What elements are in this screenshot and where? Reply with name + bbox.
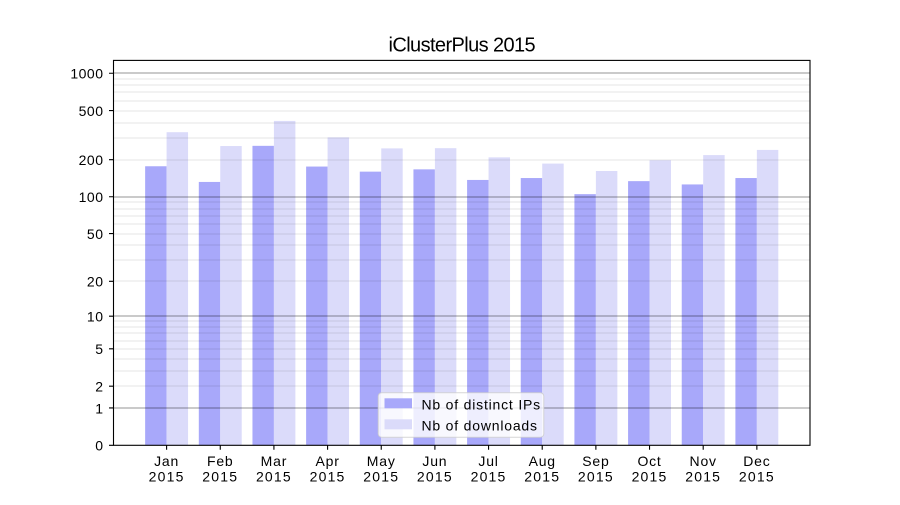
svg-text:iClusterPlus 2015: iClusterPlus 2015 xyxy=(389,35,536,57)
svg-text:10: 10 xyxy=(87,309,104,325)
svg-text:Nov: Nov xyxy=(690,453,717,469)
svg-text:2015: 2015 xyxy=(685,469,721,485)
svg-text:20: 20 xyxy=(87,274,104,290)
svg-text:Nb of distinct IPs: Nb of distinct IPs xyxy=(422,397,541,413)
svg-text:2015: 2015 xyxy=(417,469,453,485)
svg-text:Dec: Dec xyxy=(743,453,770,469)
svg-text:2015: 2015 xyxy=(739,469,775,485)
svg-text:2015: 2015 xyxy=(310,469,346,485)
svg-text:500: 500 xyxy=(79,103,104,119)
svg-text:2015: 2015 xyxy=(524,469,560,485)
svg-text:2015: 2015 xyxy=(149,469,185,485)
svg-text:Jun: Jun xyxy=(422,453,447,469)
svg-text:2: 2 xyxy=(95,379,103,395)
svg-text:2015: 2015 xyxy=(256,469,292,485)
svg-text:2015: 2015 xyxy=(632,469,668,485)
svg-text:Jan: Jan xyxy=(154,453,179,469)
svg-text:2015: 2015 xyxy=(363,469,399,485)
svg-text:Oct: Oct xyxy=(637,453,661,469)
svg-text:100: 100 xyxy=(79,189,104,205)
svg-text:May: May xyxy=(367,453,396,469)
svg-text:Jul: Jul xyxy=(478,453,498,469)
svg-text:Nb of downloads: Nb of downloads xyxy=(422,418,538,434)
svg-text:1000: 1000 xyxy=(70,66,103,82)
svg-text:0: 0 xyxy=(95,438,103,454)
svg-text:2015: 2015 xyxy=(471,469,507,485)
svg-text:1: 1 xyxy=(95,400,103,416)
svg-text:2015: 2015 xyxy=(202,469,238,485)
svg-text:5: 5 xyxy=(95,341,103,357)
svg-text:Feb: Feb xyxy=(207,453,234,469)
svg-text:Apr: Apr xyxy=(315,453,339,469)
svg-text:Aug: Aug xyxy=(529,453,556,469)
svg-text:2015: 2015 xyxy=(578,469,614,485)
svg-text:Mar: Mar xyxy=(261,453,288,469)
svg-text:Sep: Sep xyxy=(582,453,609,469)
svg-text:50: 50 xyxy=(87,226,104,242)
svg-text:200: 200 xyxy=(79,152,104,168)
